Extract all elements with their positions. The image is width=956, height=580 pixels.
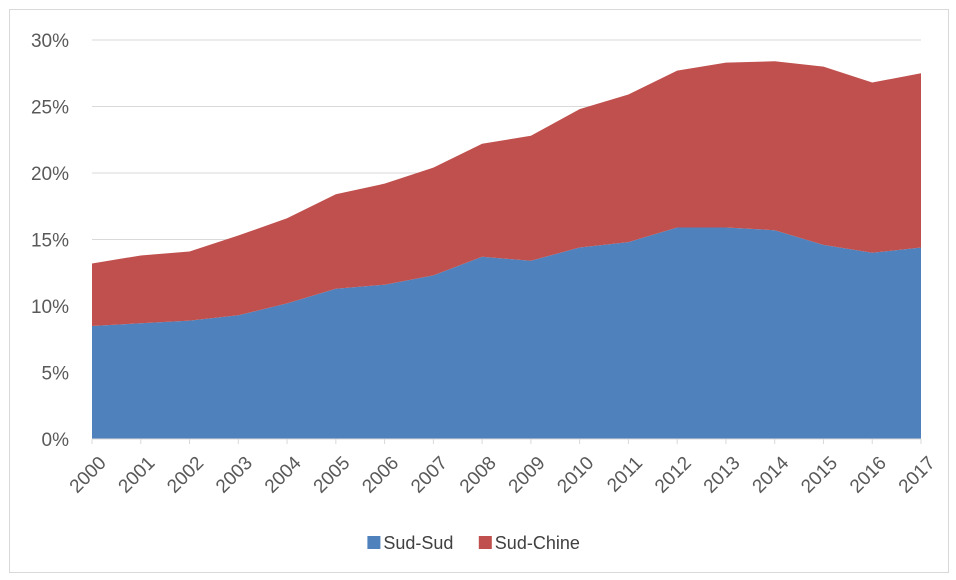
area-sud-chine (92, 61, 921, 326)
x-tick-label: 2000 (66, 453, 111, 498)
x-tick-label: 2005 (310, 453, 355, 498)
x-axis (91, 438, 922, 444)
y-tick-label: 10% (31, 297, 69, 318)
x-tick-label: 2007 (407, 453, 452, 498)
legend-label: Sud-Sud (383, 533, 453, 553)
area-sud-sud (92, 227, 921, 439)
x-tick-label: 2011 (603, 453, 647, 497)
y-tick-label: 30% (31, 31, 69, 52)
x-tick-label: 2012 (651, 453, 696, 498)
legend-swatch (478, 536, 492, 549)
legend-label: Sud-Chine (495, 533, 580, 553)
x-tick-label: 2006 (358, 453, 403, 498)
x-tick-label: 2017 (895, 453, 940, 498)
x-tick-label: 2009 (505, 453, 550, 498)
x-tick-label: 2013 (700, 453, 745, 498)
y-tick-label: 15% (31, 231, 69, 252)
y-tick-label: 20% (31, 164, 69, 185)
y-tick-label: 0% (42, 430, 70, 451)
x-axis-tick-labels: 2000 2001 2002 2003 2004 2005 2006 2007 2008 2009… (66, 452, 940, 497)
x-tick-label: 2002 (163, 453, 208, 498)
y-tick-label: 25% (31, 98, 69, 119)
x-tick-label: 2003 (212, 453, 257, 498)
x-tick-label: 2001 (115, 453, 160, 498)
legend-swatch (367, 536, 381, 549)
legend-entry: Sud-Sud (367, 533, 453, 553)
series-areas (92, 61, 921, 439)
legend: Sud-Sud Sud-Chine (367, 533, 580, 553)
x-tick-label: 2008 (456, 453, 501, 498)
x-tick-label: 2010 (553, 453, 598, 498)
stacked-area-chart: 0% 5% 10% 15% 20% 25% 30% 2000 2001 2002 2003 2004… (31, 31, 940, 553)
legend-entry: Sud-Chine (478, 533, 580, 553)
x-tick-label: 2014 (749, 452, 794, 497)
y-tick-label: 5% (42, 364, 70, 385)
x-tick-label: 2016 (846, 453, 891, 498)
x-tick-label: 2004 (261, 452, 306, 497)
x-tick-label: 2015 (797, 453, 842, 498)
chart-area: 0% 5% 10% 15% 20% 25% 30% 2000 2001 2002 2003 2004… (9, 9, 949, 573)
y-axis-tick-labels: 0% 5% 10% 15% 20% 25% 30% (31, 31, 69, 451)
